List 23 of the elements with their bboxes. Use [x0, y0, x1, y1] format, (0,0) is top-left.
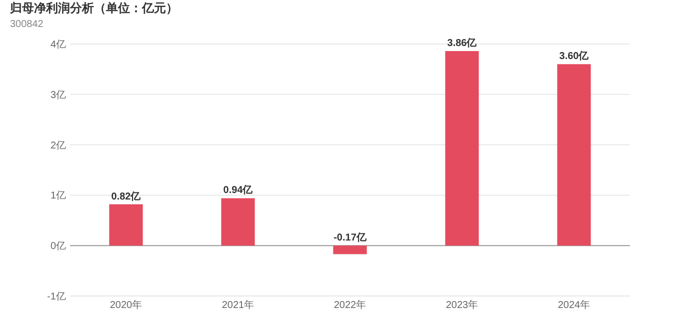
bar — [557, 64, 591, 246]
chart-title: 归母净利润分析（单位：亿元） — [9, 1, 178, 15]
y-tick-label: 2亿 — [50, 140, 66, 152]
x-tick-label: 2024年 — [558, 299, 590, 311]
chart-subtitle: 300842 — [10, 19, 44, 30]
data-label: 3.86亿 — [447, 37, 478, 50]
bar — [333, 246, 367, 254]
x-tick-label: 2022年 — [334, 299, 366, 311]
y-tick-label: 0亿 — [50, 241, 66, 252]
x-tick-label: 2020年 — [110, 299, 142, 311]
data-label: 0.94亿 — [223, 184, 254, 196]
bar — [445, 51, 479, 246]
x-tick-label: 2021年 — [222, 299, 254, 311]
y-tick-label: 4亿 — [50, 40, 66, 50]
y-tick-label: -1亿 — [47, 292, 66, 302]
data-label: -0.17亿 — [334, 232, 368, 244]
bar — [221, 198, 255, 246]
y-tick-label: 3亿 — [50, 90, 66, 101]
y-tick-label: 1亿 — [50, 190, 66, 202]
x-tick-label: 2023年 — [446, 299, 478, 311]
bar — [109, 204, 143, 246]
data-label: 0.82亿 — [111, 190, 142, 202]
data-label: 3.60亿 — [559, 50, 590, 62]
